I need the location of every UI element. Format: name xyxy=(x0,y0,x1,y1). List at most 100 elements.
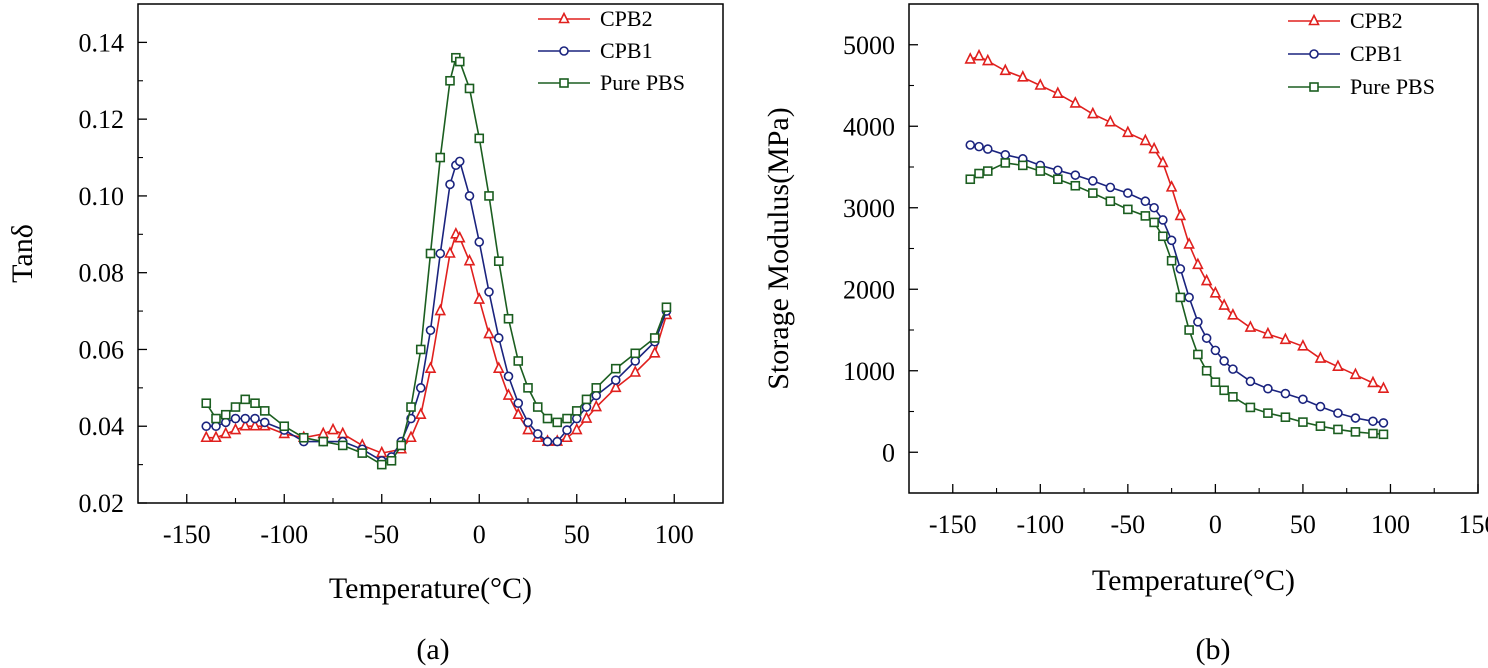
data-point xyxy=(965,140,976,150)
data-point xyxy=(249,418,261,431)
data-point xyxy=(1280,412,1291,423)
y-axis-label: Storage Modulus(MPa) xyxy=(762,107,795,389)
data-point xyxy=(425,248,436,259)
data-point xyxy=(610,375,621,385)
series-pure-pbs xyxy=(965,158,1389,440)
data-point xyxy=(591,390,602,401)
x-axis-label: Temperature(°C) xyxy=(1092,564,1295,597)
data-point xyxy=(1149,202,1159,213)
data-point xyxy=(1315,421,1326,431)
y-tick-label: 0.06 xyxy=(79,335,125,364)
x-tick-label: 150 xyxy=(1459,510,1488,539)
data-point xyxy=(590,399,603,412)
data-point xyxy=(1280,388,1291,399)
data-point xyxy=(357,448,368,458)
data-point xyxy=(974,168,984,179)
data-point xyxy=(1158,215,1168,225)
data-point xyxy=(250,398,260,409)
data-point xyxy=(1184,292,1194,303)
x-tick-label: -100 xyxy=(260,520,308,549)
data-point xyxy=(503,371,514,382)
data-point xyxy=(1052,86,1064,98)
data-point xyxy=(1314,351,1327,363)
data-point xyxy=(1298,417,1308,427)
data-point xyxy=(1378,418,1389,428)
data-point xyxy=(1228,364,1238,374)
data-point xyxy=(424,361,437,373)
data-point xyxy=(1088,188,1098,198)
data-point xyxy=(434,303,447,316)
data-point xyxy=(542,436,553,447)
data-point xyxy=(230,413,241,424)
data-point xyxy=(1333,424,1343,435)
legend-item-cpb1: CPB1 xyxy=(1288,41,1403,66)
data-point xyxy=(1349,367,1362,380)
data-point xyxy=(259,406,270,416)
data-point xyxy=(1123,188,1133,198)
data-point xyxy=(444,246,456,258)
data-point xyxy=(965,174,976,185)
legend-marker xyxy=(558,11,570,24)
data-point xyxy=(1245,376,1256,387)
data-point xyxy=(1210,345,1221,356)
chart-storage-modulus: -150 -100 -50 0 50 100 150 0 1000 2000 3000 4000 500… xyxy=(762,3,1488,597)
data-point xyxy=(474,133,485,144)
data-point xyxy=(445,75,455,86)
data-point xyxy=(1184,325,1194,335)
data-point xyxy=(523,417,533,428)
caption-b: (b) xyxy=(1196,633,1231,666)
data-point xyxy=(1201,365,1212,376)
data-point xyxy=(1166,255,1177,266)
data-point xyxy=(974,141,984,152)
data-point xyxy=(230,402,241,412)
y-tick-label: 1000 xyxy=(843,357,895,386)
data-point xyxy=(1000,149,1011,160)
data-point xyxy=(220,409,231,420)
x-tick-label: -50 xyxy=(1111,510,1146,539)
chart-tan-delta: -150 -100 -50 0 50 100 0.02 0.04 0.06 0.08 0.10 0.1… xyxy=(6,3,724,605)
data-point xyxy=(1034,78,1047,90)
data-point xyxy=(523,383,533,393)
data-point xyxy=(1378,429,1389,440)
data-point xyxy=(1210,377,1221,387)
legend-marker xyxy=(1309,49,1319,59)
data-point xyxy=(1105,182,1116,193)
x-tick-label: -150 xyxy=(163,520,211,549)
data-point xyxy=(542,413,553,424)
data-point xyxy=(1368,416,1378,427)
data-point xyxy=(609,380,622,393)
data-point xyxy=(1053,174,1063,185)
data-point xyxy=(1122,125,1134,138)
data-point xyxy=(982,166,993,176)
data-point xyxy=(1166,235,1177,246)
data-point xyxy=(473,292,486,304)
data-point xyxy=(435,152,446,163)
data-point xyxy=(502,388,515,400)
data-point xyxy=(1262,326,1274,339)
data-point xyxy=(445,179,455,190)
x-tick-label: 0 xyxy=(473,520,486,549)
data-point xyxy=(1245,402,1256,413)
x-tick-label: 0 xyxy=(1209,510,1222,539)
data-point xyxy=(1219,385,1229,396)
data-point xyxy=(1219,356,1229,366)
data-point xyxy=(513,398,524,409)
data-point xyxy=(454,156,465,167)
data-point xyxy=(211,421,221,432)
legend-label: CPB1 xyxy=(1350,41,1403,66)
data-point xyxy=(337,440,348,451)
data-point xyxy=(240,413,251,424)
data-point xyxy=(211,413,221,424)
data-point xyxy=(415,383,426,393)
data-point xyxy=(1175,292,1186,303)
series-line-pure-pbs xyxy=(205,56,668,466)
data-point xyxy=(1157,155,1169,168)
data-point xyxy=(239,418,252,431)
data-point xyxy=(200,430,213,443)
data-point xyxy=(327,422,339,435)
data-point xyxy=(1201,333,1212,343)
data-point xyxy=(532,402,543,412)
y-tick-label: 5000 xyxy=(843,31,895,60)
data-point xyxy=(1149,217,1159,228)
